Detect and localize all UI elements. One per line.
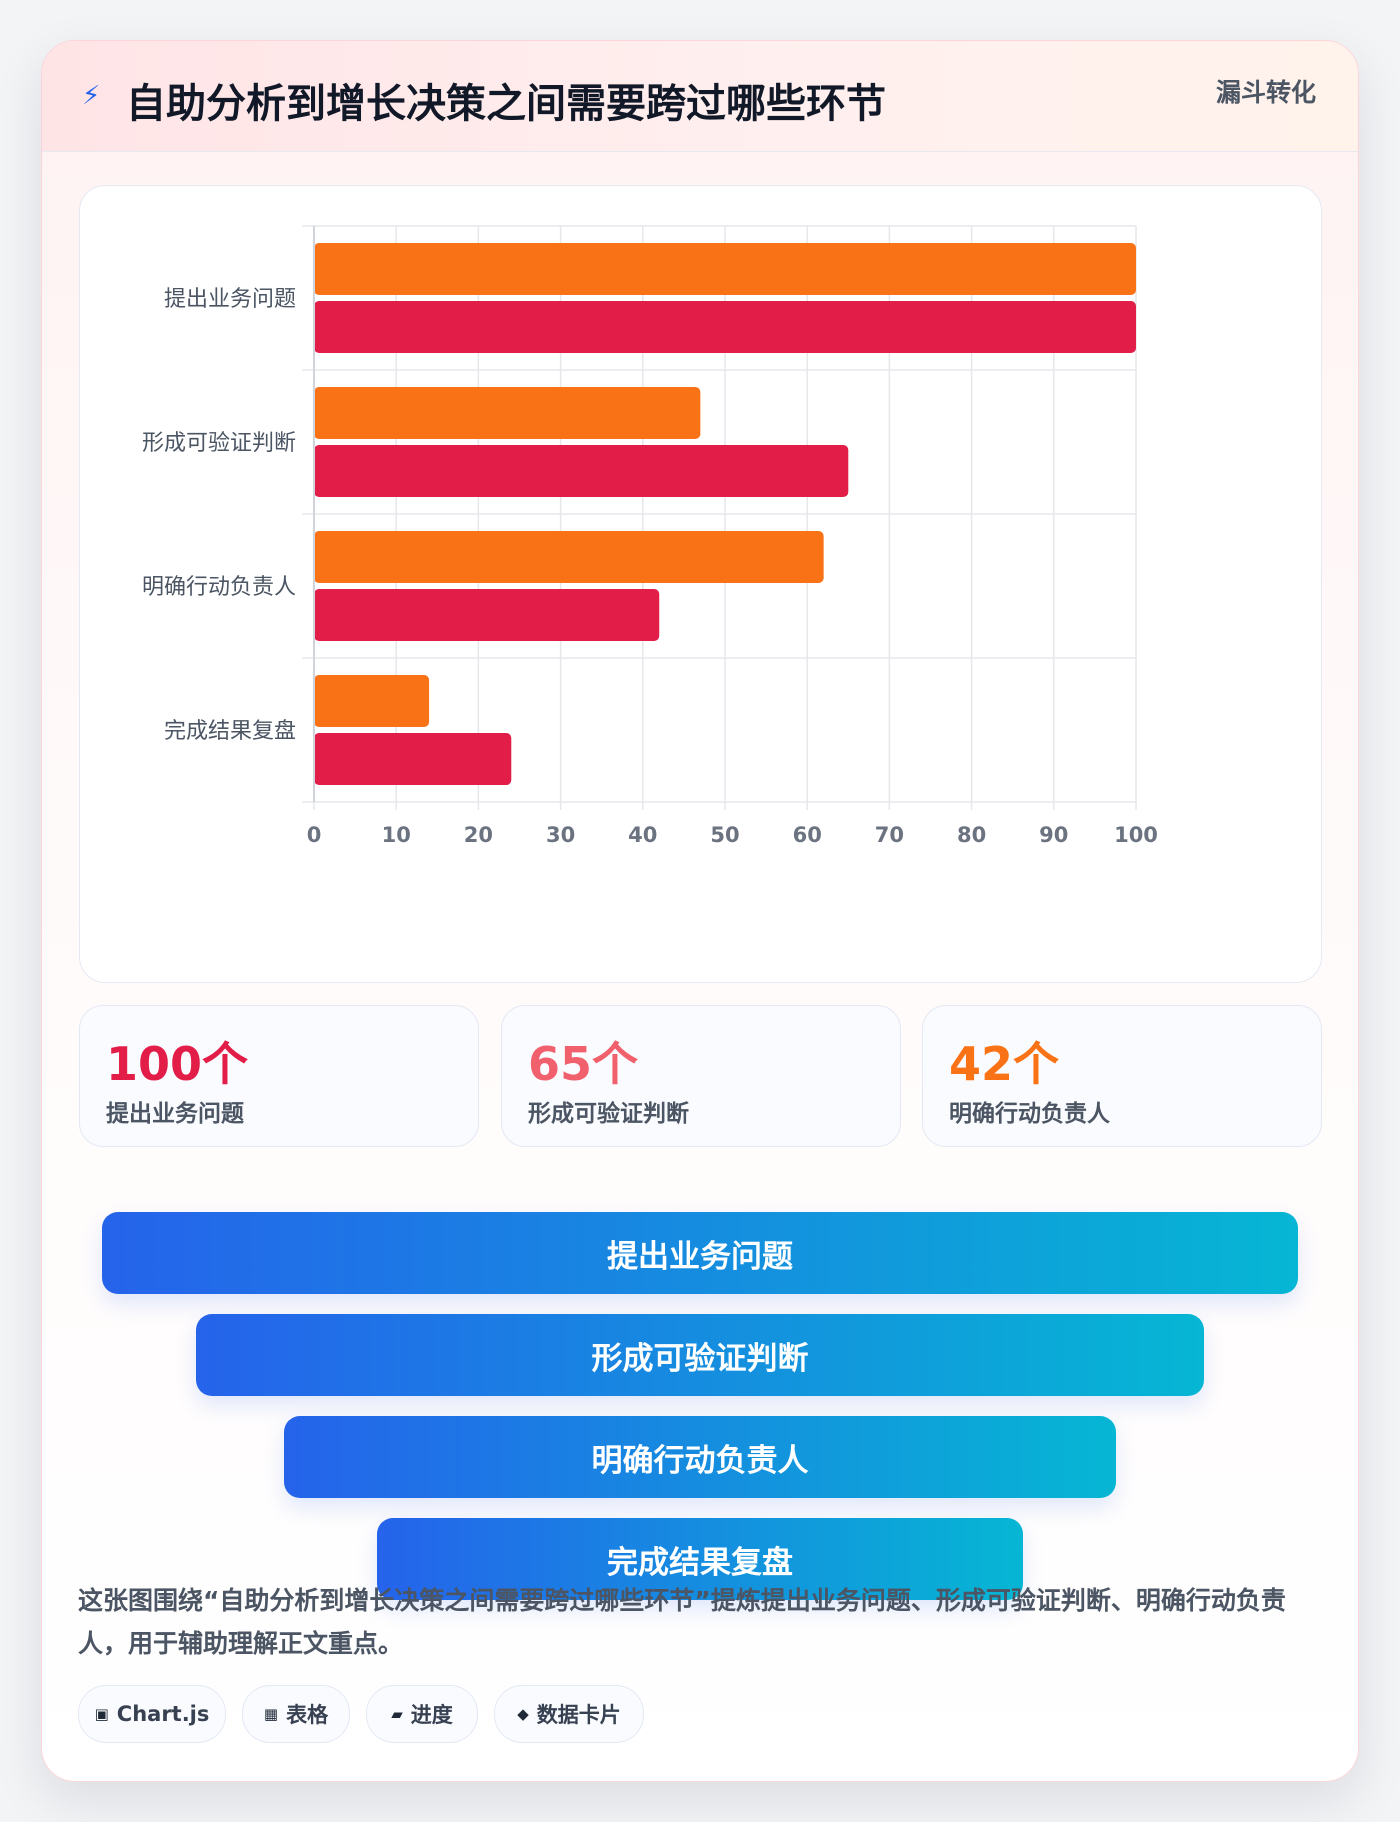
bar [314, 675, 430, 727]
bar-chart-panel: 0 10 20 30 40 50 60 70 80 90 100 提出业务问题形成可验证判断 明确行动负… [79, 185, 1322, 983]
header-tag: 漏斗转化 [1215, 78, 1316, 107]
stat-label: 形成可验证判断 [528, 1101, 689, 1127]
chart-card: ⚡ 自助分析到增长决策之间需要跨过哪些环节 漏斗转化 0 10 20 30 40 50 60… [41, 40, 1359, 1782]
x-tick-label: 50 [710, 823, 739, 847]
y-category-label: 提出业务问题 [164, 287, 296, 312]
bar-chart: 0 10 20 30 40 50 60 70 80 90 100 提出业务问题形成可验证判断明确行动负… [142, 225, 1158, 847]
stat-value: 100个 [106, 1037, 249, 1091]
table-icon: ▦ [263, 1705, 279, 1723]
x-tick-label: 40 [628, 823, 657, 847]
bar [314, 531, 824, 583]
bar [314, 589, 660, 641]
x-tick-label: 70 [875, 823, 904, 847]
progress-icon: ▰ [391, 1705, 403, 1723]
summary-text: 这张图围绕“自助分析到增长决策之间需要跨过哪些环节”提炼提出业务问题、形成可验证… [78, 1586, 1286, 1658]
bar [314, 387, 701, 439]
x-tick-label: 0 [307, 823, 322, 847]
data-card-icon: ◆ [517, 1705, 529, 1723]
chip-label: 数据卡片 [536, 1703, 621, 1727]
bar [314, 243, 1136, 295]
x-tick-label: 100 [1114, 823, 1158, 847]
chip-data-card[interactable]: ◆ 数据卡片 [494, 1685, 644, 1743]
bar [314, 301, 1136, 353]
y-category-label: 形成可验证判断 [142, 431, 296, 456]
stat-value: 42个 [949, 1037, 1060, 1091]
chip-label: Chart.js [116, 1702, 210, 1726]
stat-value: 65个 [528, 1037, 639, 1091]
card-header: ⚡ 自助分析到增长决策之间需要跨过哪些环节 漏斗转化 [42, 41, 1358, 152]
bar [314, 445, 849, 497]
funnel-step-2: 形成可验证判断 [196, 1314, 1204, 1396]
funnel-step-3: 明确行动负责人 [284, 1416, 1116, 1498]
x-tick-label: 20 [464, 823, 493, 847]
chip-label: 表格 [286, 1703, 329, 1727]
chart-icon: ▣ [94, 1705, 109, 1723]
stat-card-3: 42个 明确行动负责人 [922, 1005, 1322, 1147]
funnel-step-1: 提出业务问题 [102, 1212, 1298, 1294]
chip-label: 进度 [410, 1703, 453, 1727]
x-tick-label: 90 [1039, 823, 1068, 847]
stat-label: 明确行动负责人 [949, 1101, 1110, 1127]
y-category-label: 完成结果复盘 [164, 719, 296, 744]
stat-cards: 100个 提出业务问题 65个 形成可验证判断 42个 明确行动负责人 [79, 1005, 1322, 1147]
y-category-label: 明确行动负责人 [142, 575, 296, 600]
x-tick-label: 60 [793, 823, 822, 847]
x-tick-label: 30 [546, 823, 575, 847]
bar [314, 733, 512, 785]
stat-card-2: 65个 形成可验证判断 [501, 1005, 901, 1147]
stat-card-1: 100个 提出业务问题 [79, 1005, 479, 1147]
funnel: 提出业务问题 形成可验证判断 明确行动负责人 完成结果复盘 [42, 1171, 1358, 1600]
chip-table[interactable]: ▦ 表格 [242, 1685, 350, 1743]
chip-progress[interactable]: ▰ 进度 [366, 1685, 478, 1743]
stat-label: 提出业务问题 [106, 1101, 244, 1127]
page-title: 自助分析到增长决策之间需要跨过哪些环节 [126, 81, 886, 127]
lightning-icon: ⚡ [82, 81, 101, 111]
chip-chartjs[interactable]: ▣ Chart.js [78, 1685, 226, 1743]
x-tick-label: 10 [382, 823, 411, 847]
funnel-step-4: 完成结果复盘 [377, 1518, 1023, 1600]
x-tick-label: 80 [957, 823, 986, 847]
